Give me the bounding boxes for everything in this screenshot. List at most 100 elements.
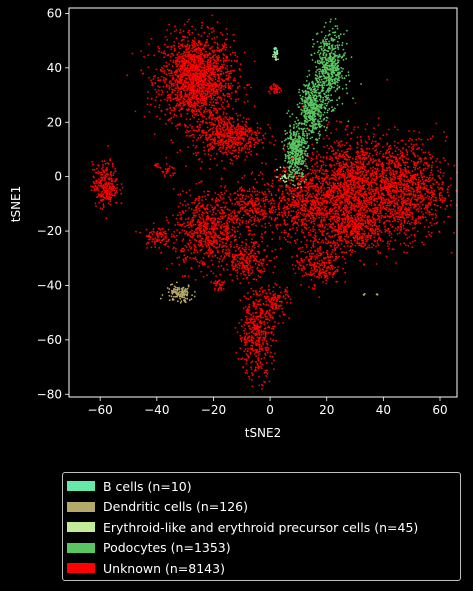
data-point — [191, 41, 194, 44]
data-point — [233, 77, 236, 79]
data-point — [180, 80, 182, 83]
data-point — [182, 99, 184, 102]
data-point — [282, 145, 285, 148]
data-point — [239, 347, 242, 350]
data-point — [211, 45, 213, 48]
data-point — [161, 91, 164, 94]
data-point — [257, 132, 260, 135]
data-point — [204, 60, 207, 63]
data-point — [194, 212, 196, 215]
data-point — [196, 125, 199, 127]
data-point — [163, 243, 166, 246]
data-point — [261, 363, 263, 366]
data-point — [198, 197, 200, 200]
data-point — [209, 218, 212, 221]
data-point — [219, 139, 221, 142]
data-point — [287, 295, 290, 298]
plot-area — [68, 7, 458, 398]
data-point — [192, 79, 195, 82]
data-point — [217, 85, 220, 88]
data-point — [213, 227, 215, 230]
data-point — [221, 260, 224, 262]
data-point — [214, 255, 217, 257]
data-point — [103, 176, 105, 178]
data-point — [97, 189, 100, 192]
data-point — [230, 145, 233, 148]
data-point — [204, 79, 207, 82]
data-point — [193, 251, 195, 254]
data-point — [244, 344, 247, 346]
data-point — [248, 332, 251, 334]
data-point — [213, 157, 216, 160]
data-point — [298, 179, 301, 182]
data-point — [204, 90, 206, 93]
data-point — [181, 223, 184, 226]
data-point — [219, 244, 221, 246]
data-point — [187, 126, 189, 128]
data-point — [248, 200, 251, 203]
data-point — [184, 45, 187, 48]
data-point — [315, 215, 318, 217]
data-point — [105, 187, 108, 190]
data-point — [313, 222, 315, 225]
data-point — [315, 183, 318, 185]
data-point — [211, 14, 214, 17]
data-point — [230, 218, 232, 221]
data-point — [266, 349, 269, 352]
data-point — [294, 199, 296, 202]
data-point — [303, 214, 305, 217]
data-point — [200, 105, 203, 107]
data-point — [175, 93, 177, 96]
data-point — [272, 286, 275, 289]
data-point — [221, 250, 224, 253]
data-point — [208, 75, 211, 78]
data-point — [97, 164, 99, 167]
data-point — [271, 355, 274, 358]
data-point — [193, 96, 195, 98]
data-point — [209, 231, 212, 234]
data-point — [205, 70, 207, 72]
data-point — [180, 225, 183, 227]
data-point — [183, 98, 186, 101]
data-point — [214, 201, 217, 204]
data-point — [243, 206, 246, 209]
data-point — [246, 84, 249, 87]
data-point — [207, 26, 210, 29]
data-point — [233, 227, 236, 229]
data-point — [287, 203, 290, 206]
data-point — [243, 86, 246, 89]
data-point — [263, 205, 266, 208]
data-point — [184, 64, 187, 67]
data-point — [176, 103, 179, 105]
data-point — [306, 201, 309, 204]
data-point — [155, 91, 158, 93]
data-point — [241, 196, 244, 199]
data-point — [215, 284, 217, 287]
data-point — [253, 318, 256, 321]
data-point — [196, 251, 199, 254]
data-point — [292, 222, 295, 224]
data-point — [247, 225, 250, 228]
data-point — [218, 123, 220, 126]
data-point — [203, 64, 206, 67]
data-point — [286, 223, 289, 226]
data-point — [97, 184, 100, 187]
data-point — [164, 77, 167, 80]
data-point — [219, 196, 222, 199]
data-point — [263, 380, 265, 383]
data-point — [168, 82, 171, 84]
data-point — [247, 298, 250, 300]
data-point — [258, 270, 261, 273]
data-point — [245, 339, 248, 341]
data-point — [184, 210, 187, 212]
data-point — [183, 23, 186, 26]
data-point — [169, 55, 172, 58]
data-point — [209, 84, 211, 87]
data-point — [239, 141, 242, 143]
data-point — [251, 322, 254, 324]
data-point — [238, 246, 241, 249]
data-point — [267, 295, 269, 298]
data-point — [225, 245, 228, 248]
data-point — [250, 216, 253, 219]
data-point — [238, 236, 241, 239]
